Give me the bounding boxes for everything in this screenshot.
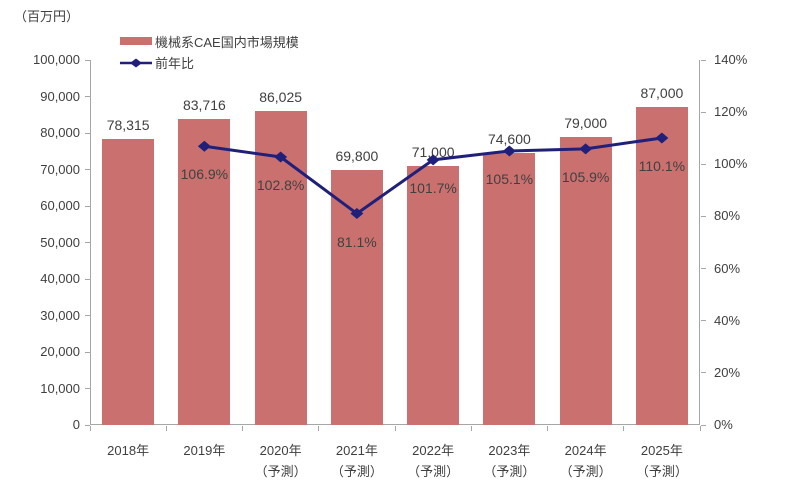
left-axis-tick — [85, 205, 90, 207]
right-axis-tick — [701, 372, 706, 374]
x-axis-label-2022年: 2022年 （予測） — [407, 443, 460, 479]
bar-2019年 — [178, 119, 231, 425]
x-axis-label-2023年: 2023年 （予測） — [483, 443, 536, 479]
bar-2023年 — [483, 152, 536, 425]
left-axis-tick-label: 10,000 — [40, 380, 80, 396]
bar-value-label-2019年: 83,716 — [182, 97, 226, 114]
bar-2025年 — [635, 107, 688, 425]
right-axis-tick — [701, 424, 706, 426]
x-axis-tick — [89, 426, 91, 431]
right-axis-tick — [701, 59, 706, 61]
left-axis-tick-label: 30,000 — [40, 307, 80, 323]
pct-label-2020年: 102.8% — [256, 176, 305, 193]
right-axis-tick — [701, 111, 706, 113]
x-axis-label-2021年: 2021年 （予測） — [330, 443, 383, 479]
bar-value-label-2020年: 86,025 — [259, 89, 303, 105]
x-axis-tick — [623, 426, 625, 431]
x-axis-tick — [318, 426, 320, 431]
pct-label-2025年: 110.1% — [638, 157, 686, 174]
bar-value-label-2018年: 78,315 — [106, 117, 150, 134]
left-axis-tick-label: 90,000 — [40, 88, 80, 104]
x-axis-label-2018年: 2018年 — [107, 443, 150, 458]
left-axis-tick — [85, 388, 90, 389]
x-axis-tick — [547, 426, 548, 431]
x-axis-label-2024年: 2024年 （予測） — [559, 443, 612, 479]
bar-value-label-2024年: 79,000 — [564, 114, 608, 131]
x-axis-tick — [394, 426, 396, 431]
legend-item-market-size: 機械系CAE国内市場規模 — [120, 32, 299, 50]
bar-value-label-2025年: 87,000 — [640, 85, 684, 102]
right-axis-tick-label: 60% — [714, 260, 741, 276]
left-axis-tick-label: 40,000 — [40, 271, 80, 286]
right-axis-tick-label: 100% — [714, 156, 748, 172]
right-axis-tick — [701, 163, 706, 165]
right-axis-tick-label: 120% — [714, 104, 748, 120]
left-axis-tick-label: 70,000 — [40, 161, 80, 177]
x-axis-label-2025年: 2025年 （予測） — [635, 443, 688, 479]
left-axis-tick-label: 0 — [72, 417, 80, 432]
left-axis-tick-label: 50,000 — [40, 234, 80, 250]
legend-label-market-size: 機械系CAE国内市場規模 — [155, 34, 299, 50]
left-axis-tick — [85, 424, 90, 426]
left-axis-tick-label: 60,000 — [40, 198, 80, 213]
right-axis-tick-label: 80% — [714, 208, 741, 224]
bar-2020年 — [254, 111, 307, 425]
x-axis-tick — [699, 426, 701, 431]
bar-2021年 — [330, 170, 383, 425]
left-axis-tick — [85, 169, 90, 170]
left-axis-tick — [85, 59, 90, 61]
left-axis-tick — [85, 278, 90, 280]
plot-area — [90, 60, 700, 425]
bar-2022年 — [407, 165, 460, 425]
bar-series-swatch-icon — [120, 37, 152, 45]
x-axis-tick — [470, 426, 472, 431]
bar-2018年 — [102, 139, 155, 425]
left-axis-tick — [85, 315, 90, 316]
left-axis-tick-label: 100,000 — [33, 52, 80, 67]
right-axis-tick-label: 140% — [714, 52, 748, 67]
right-axis-tick — [701, 268, 706, 270]
right-axis-tick — [701, 320, 706, 322]
right-axis-tick-label: 40% — [714, 312, 741, 328]
left-axis-tick — [85, 96, 90, 97]
left-axis-tick-label: 80,000 — [40, 125, 80, 140]
pct-label-2021年: 81.1% — [337, 233, 377, 250]
left-axis-tick — [85, 242, 90, 243]
x-axis-label-2019年: 2019年 — [183, 443, 226, 458]
x-axis-label-2020年: 2020年 （予測） — [254, 443, 307, 479]
x-axis-tick — [165, 426, 167, 431]
left-axis-tick — [85, 351, 90, 353]
left-axis-unit-label: （百万円） — [14, 9, 80, 24]
right-axis-tick-label: 20% — [714, 364, 741, 380]
left-axis-tick — [85, 132, 90, 134]
left-axis-tick-label: 20,000 — [40, 344, 80, 359]
right-axis-tick — [701, 215, 706, 217]
legend-label-yoy: 前年比 — [155, 55, 195, 71]
right-axis-tick-label: 0% — [714, 417, 733, 432]
x-axis-tick — [242, 426, 243, 431]
chart-legend: 機械系CAE国内市場規模 前年比 — [120, 32, 299, 71]
bar-value-label-2023年: 74,600 — [487, 130, 531, 147]
line-series-swatch-icon — [120, 56, 152, 68]
legend-item-yoy: 前年比 — [120, 53, 299, 71]
